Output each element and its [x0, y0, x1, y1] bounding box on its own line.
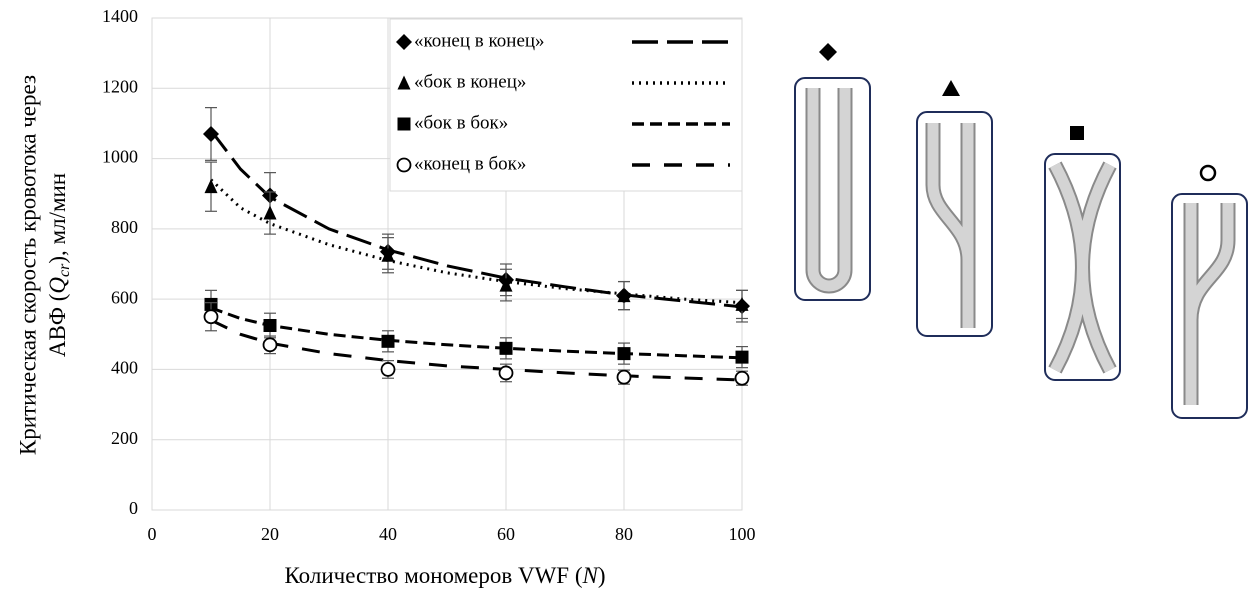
- scheme-frame: [1171, 193, 1248, 419]
- x-label-symbol: N: [582, 563, 600, 588]
- marker: [499, 277, 513, 292]
- marker: [203, 309, 219, 325]
- legend-marker: [397, 75, 411, 90]
- legend-label: «конец в конец»: [414, 30, 545, 51]
- y-tick-label: 400: [111, 358, 138, 378]
- marker: [735, 296, 749, 311]
- scheme-marker: [1070, 126, 1084, 140]
- x-tick-label: 20: [261, 524, 279, 544]
- tube: [807, 88, 851, 292]
- scheme-marker: [819, 43, 837, 61]
- x-tick-label: 60: [497, 524, 515, 544]
- legend-label: «бок в бок»: [414, 112, 508, 133]
- marker: [616, 369, 632, 385]
- x-axis-label: Количество мономеров VWF (N): [284, 563, 605, 588]
- y-tick-label: 1000: [102, 147, 138, 167]
- fit-curve: [210, 306, 743, 360]
- y-tick-label: 1200: [102, 76, 138, 96]
- marker: [734, 370, 750, 386]
- legend-marker: [396, 157, 412, 173]
- y-label-text: ), мл/мин: [45, 173, 70, 264]
- x-label-text: Количество мономеров VWF (: [284, 563, 582, 588]
- y-label-line: АВФ (Qcr), мл/мин: [45, 173, 72, 357]
- marker: [735, 350, 749, 364]
- legend-label: «бок в конец»: [414, 71, 526, 92]
- marker: [263, 205, 277, 220]
- legend-marker: [396, 34, 412, 50]
- y-label-text: АВФ (: [45, 294, 70, 358]
- y-tick-label: 200: [111, 428, 138, 448]
- tube: [1050, 162, 1115, 373]
- marker: [263, 319, 277, 332]
- legend-marker: [397, 117, 411, 131]
- fit-curve: [209, 178, 743, 305]
- tube: [1185, 203, 1234, 405]
- marker: [617, 347, 631, 361]
- legend: «конец в конец» «бок в конец» «бок в бок» «…: [389, 18, 743, 192]
- scheme-marker: [942, 80, 960, 96]
- y-tick-label: 600: [111, 287, 138, 307]
- scheme-frame: [916, 111, 993, 337]
- legend-label: «конец в бок»: [414, 153, 526, 174]
- y-label-line: Критическая скорость кровотока через: [15, 75, 40, 455]
- y-label-subscript: cr: [56, 263, 73, 277]
- marker: [203, 125, 219, 142]
- x-label-text: ): [598, 563, 606, 588]
- y-tick-label: 1400: [102, 6, 138, 26]
- scheme-frame: [1044, 153, 1121, 381]
- marker: [262, 337, 278, 353]
- x-tick-label: 40: [379, 524, 397, 544]
- x-tick-label: 0: [148, 524, 157, 544]
- tube: [927, 123, 974, 328]
- marker: [498, 365, 514, 381]
- marker: [617, 288, 631, 303]
- legend-box: [389, 18, 743, 192]
- marker: [381, 247, 395, 262]
- marker: [204, 179, 218, 194]
- marker: [499, 341, 513, 355]
- schemes: [794, 43, 1248, 419]
- y-label-symbol: Q: [45, 277, 70, 294]
- y-tick-label: 0: [129, 498, 138, 518]
- marker: [380, 362, 396, 377]
- x-tick-label: 80: [615, 524, 633, 544]
- y-axis-label: Критическая скорость кровотока через АВФ…: [15, 75, 72, 455]
- x-tick-label: 100: [729, 524, 756, 544]
- y-tick-label: 800: [111, 217, 138, 237]
- scheme-marker: [1199, 164, 1217, 182]
- marker: [381, 334, 395, 348]
- scheme-frame: [794, 77, 871, 301]
- plot-frame: [151, 17, 743, 511]
